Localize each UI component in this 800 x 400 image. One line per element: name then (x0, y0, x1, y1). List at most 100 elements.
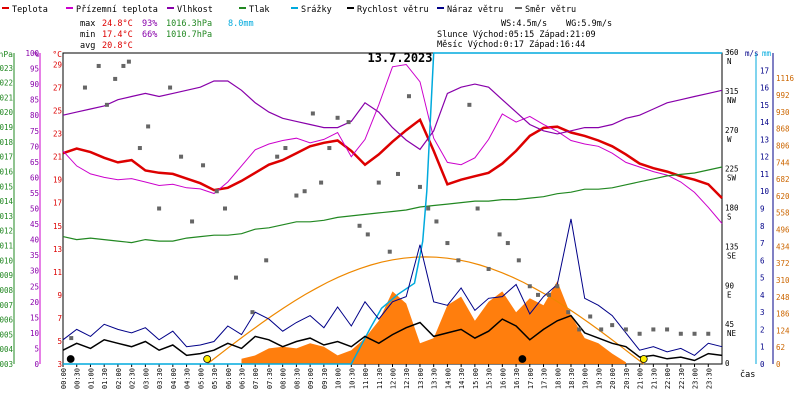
tick-hpa-10: 1013 (0, 212, 13, 221)
wind-dir-point-55 (637, 331, 642, 336)
tick-ms-12: 12 (760, 153, 769, 162)
wind-dir-point-48 (555, 284, 560, 289)
stat-max-hum: 93% (142, 19, 157, 29)
tick-ms-15: 15 (760, 101, 769, 110)
tick-degc-4: 11 (53, 268, 62, 277)
tick-mm-3: 186 (776, 310, 790, 319)
tick-mm-11: 682 (776, 175, 790, 184)
x-tick-38: 19:00 (582, 368, 590, 389)
stat-moon: Měsíc Východ:0:17 Západ:16:44 (437, 40, 585, 50)
wind-dir-point-12 (190, 219, 195, 224)
tick-hpa-18: 1021 (0, 93, 13, 102)
tick-dir-label-4: S (727, 213, 732, 222)
tick-ms-4: 4 (760, 291, 765, 300)
stat-ws: WS:4.5m/s (501, 19, 547, 29)
wind-dir-point-4 (113, 76, 118, 81)
tick-mm-16: 992 (776, 91, 790, 100)
wind-dir-point-23 (310, 111, 315, 116)
x-tick-11: 05:30 (211, 368, 219, 389)
left-axes: hPa1003100410051006100710081009101010111… (0, 49, 62, 369)
wind-dir-point-27 (346, 120, 351, 125)
x-tick-17: 08:30 (293, 368, 301, 389)
axis-label-hpa: hPa (0, 50, 13, 59)
x-tick-20: 10:00 (335, 368, 343, 389)
tick-pct-4: 20 (30, 298, 40, 307)
x-tick-26: 13:00 (417, 368, 425, 389)
tick-pct-19: 95 (30, 65, 39, 74)
tick-pct-7: 35 (30, 251, 39, 260)
tick-ms-9: 9 (760, 205, 765, 214)
x-tick-18: 09:00 (307, 368, 315, 389)
tick-dir-8: 0 (725, 359, 730, 368)
tick-degc-3: 9 (57, 291, 62, 300)
wind-dir-point-21 (294, 193, 299, 198)
tick-hpa-13: 1016 (0, 167, 13, 176)
tick-mm-13: 806 (776, 141, 790, 150)
tick-mm-2: 124 (776, 326, 790, 335)
tick-ms-10: 10 (760, 187, 770, 196)
wind-dir-point-20 (283, 146, 288, 151)
x-tick-3: 01:30 (101, 368, 109, 389)
x-tick-12: 06:00 (225, 368, 233, 389)
tick-hpa-16: 1019 (0, 123, 13, 132)
wind-dir-point-9 (157, 206, 162, 211)
series-line-5 (62, 314, 723, 362)
tick-degc-5: 13 (53, 245, 62, 254)
legend-label-6: Náraz větru (447, 5, 503, 15)
wind-dir-point-49 (566, 310, 571, 315)
tick-dir-0: 360 (725, 48, 739, 57)
tick-degc-1: 5 (57, 337, 62, 346)
wind-dir-point-5 (121, 63, 126, 68)
tick-ms-14: 14 (760, 118, 770, 127)
tick-degc-12: 27 (53, 84, 62, 93)
x-tick-47: 23:30 (705, 368, 713, 389)
x-tick-42: 21:00 (637, 368, 645, 389)
wind-dir-point-39 (467, 102, 472, 107)
tick-pct-10: 50 (30, 205, 40, 214)
tick-pct-8: 40 (30, 236, 40, 245)
wind-dir-point-54 (623, 327, 628, 332)
moon-set-marker (518, 355, 527, 363)
x-tick-46: 23:00 (692, 368, 700, 389)
wind-dir-point-43 (505, 241, 510, 246)
tick-ms-13: 13 (760, 135, 769, 144)
wind-dir-point-24 (319, 180, 324, 185)
tick-pct-18: 90 (30, 80, 40, 89)
tick-mm-6: 372 (776, 259, 790, 268)
tick-hpa-20: 1023 (0, 64, 13, 73)
tick-ms-5: 5 (760, 274, 765, 283)
tick-ms-0: 0 (760, 360, 765, 369)
tick-pct-16: 80 (30, 111, 40, 120)
tick-pct-15: 75 (30, 127, 39, 136)
axis-label-degc: °C (52, 50, 62, 59)
wind-dir-point-2 (96, 63, 101, 68)
x-tick-27: 13:30 (431, 368, 439, 389)
tick-ms-3: 3 (760, 308, 765, 317)
stat-max-rain: 8.0mm (228, 19, 254, 29)
wind-dir-point-34 (417, 184, 422, 189)
tick-pct-12: 60 (30, 173, 40, 182)
tick-dir-label-6: E (727, 290, 732, 299)
wind-dir-point-58 (678, 331, 683, 336)
tick-degc-7: 17 (53, 199, 62, 208)
x-tick-7: 03:30 (156, 368, 164, 389)
stats-block: max 24.8°C 93% 1016.3hPa 8.0mm min 17.4°… (80, 19, 612, 51)
tick-pct-20: 100 (25, 49, 39, 58)
right-axes: °360N315NW270W225SW180S135SE90E45NE0m/s0… (725, 48, 795, 369)
axis-label-ms: m/s (745, 49, 759, 58)
wind-dir-point-60 (706, 331, 711, 336)
tick-ms-17: 17 (760, 66, 769, 75)
x-tick-33: 16:30 (513, 368, 521, 389)
tick-hpa-14: 1017 (0, 153, 13, 162)
x-tick-36: 18:00 (554, 368, 562, 389)
wind-dir-point-50 (577, 327, 582, 332)
wind-dir-point-17 (250, 310, 255, 315)
tick-hpa-4: 1007 (0, 301, 13, 310)
x-tick-41: 20:30 (623, 368, 631, 389)
tick-hpa-15: 1018 (0, 138, 13, 147)
tick-ms-1: 1 (760, 343, 765, 352)
x-tick-5: 02:30 (129, 368, 137, 389)
x-tick-9: 04:30 (184, 368, 192, 389)
tick-pct-3: 15 (30, 313, 39, 322)
